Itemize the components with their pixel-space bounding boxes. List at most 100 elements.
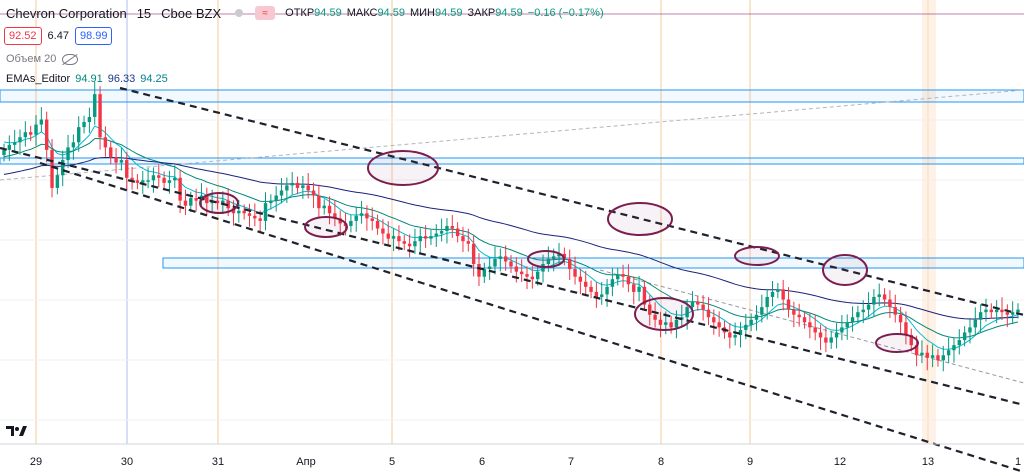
candle-body [39, 119, 44, 125]
session-line [660, 0, 662, 444]
ema-value-2: 96.33 [107, 73, 136, 85]
candle-body [482, 269, 487, 277]
candle-body [738, 329, 743, 335]
candle-body [519, 271, 524, 275]
open-label: ОТКР [285, 7, 315, 19]
touch-circle [875, 333, 919, 353]
candle-body [797, 314, 801, 318]
session-shade [922, 0, 936, 444]
candle-body [701, 304, 705, 310]
candle-body [471, 243, 476, 264]
candle-body [941, 355, 945, 361]
candle-body [551, 256, 556, 259]
candle-body [381, 228, 385, 234]
candle-body [375, 220, 380, 229]
badge-icon[interactable]: ≈ [255, 6, 276, 20]
exchange: Cboe BZX [161, 5, 222, 21]
channel-line [39, 161, 1024, 472]
candle-body [1005, 312, 1010, 315]
candle-body [978, 312, 983, 320]
candle-body [429, 236, 433, 239]
touch-circle [527, 250, 565, 268]
candle-body [98, 94, 102, 138]
x-tick-label: 7 [568, 456, 574, 468]
candle-body [909, 334, 913, 346]
ema-indicator-name: EMAs_Editor [6, 73, 71, 85]
x-tick-label: 5 [389, 456, 395, 468]
candle-body [850, 317, 855, 323]
candle-body [962, 332, 967, 341]
bid-button[interactable]: 92.52 [4, 27, 42, 45]
candle-body [525, 274, 529, 277]
candle-body [258, 218, 262, 221]
x-tick-label: 8 [658, 456, 664, 468]
candle-body [109, 147, 113, 158]
x-tick-label: 6 [479, 456, 485, 468]
candle-body [834, 332, 839, 338]
price-zone [0, 89, 1024, 103]
x-tick-label: 12 [834, 456, 846, 468]
candle-body [407, 243, 412, 247]
candle-body [397, 236, 401, 242]
candle-body [285, 185, 289, 191]
candle-body [423, 236, 428, 239]
x-tick-label: 30 [121, 456, 133, 468]
candle-body [66, 147, 70, 161]
candle-body [290, 182, 294, 186]
candle-body [2, 149, 6, 155]
candle-body [877, 294, 881, 297]
session-line [749, 0, 751, 444]
symbol-name[interactable]: Chevron Corporation [6, 5, 127, 21]
touch-circles[interactable] [199, 150, 919, 353]
candle-body [845, 322, 849, 328]
session-line [35, 0, 37, 444]
candle-body [466, 241, 471, 244]
session-line [391, 0, 393, 444]
candle-body [103, 137, 108, 148]
candle-body [957, 340, 961, 346]
candle-body [893, 307, 897, 315]
candle-body [1010, 312, 1015, 315]
candle-body [445, 225, 449, 232]
candle-body [706, 309, 711, 318]
candle-body [413, 241, 417, 247]
ema-indicator-legend[interactable]: EMAs_Editor 94.91 96.33 94.25 [6, 73, 168, 85]
touch-circle [634, 297, 694, 331]
candle-body [882, 294, 887, 300]
eye-hidden-icon[interactable] [62, 53, 79, 65]
dashed-trendline [0, 89, 1024, 181]
trend-channel[interactable] [0, 86, 1024, 472]
touch-circle [734, 246, 780, 266]
candle-body [535, 271, 540, 280]
candle-body [306, 185, 310, 191]
candle-body [189, 198, 193, 206]
candle-body [12, 142, 17, 145]
candle-body [498, 256, 503, 259]
candle-body [269, 200, 273, 204]
candle-body [984, 309, 988, 313]
ask-button[interactable]: 98.99 [74, 27, 113, 45]
candle-body [989, 309, 994, 313]
touch-circle [199, 192, 239, 214]
candle-body [231, 208, 236, 214]
candle-body [925, 352, 929, 358]
candle-body [685, 307, 689, 318]
candle-body [824, 337, 828, 343]
candle-body [183, 200, 188, 206]
price-zone [0, 157, 1024, 165]
candle-body [642, 286, 647, 305]
volume-indicator[interactable]: Объем 20 [6, 53, 79, 65]
tradingview-logo [6, 426, 27, 436]
candle-body [418, 236, 422, 242]
candle-body [151, 175, 156, 181]
spread-value: 6.47 [47, 30, 69, 42]
timeframe[interactable]: 15 [136, 5, 152, 21]
candle-body [125, 160, 129, 178]
candle-body [503, 256, 508, 262]
candle-body [77, 127, 81, 143]
candle-body [648, 304, 652, 315]
candle-body [861, 309, 865, 313]
candle-body [546, 258, 551, 264]
candle-body [322, 205, 326, 209]
